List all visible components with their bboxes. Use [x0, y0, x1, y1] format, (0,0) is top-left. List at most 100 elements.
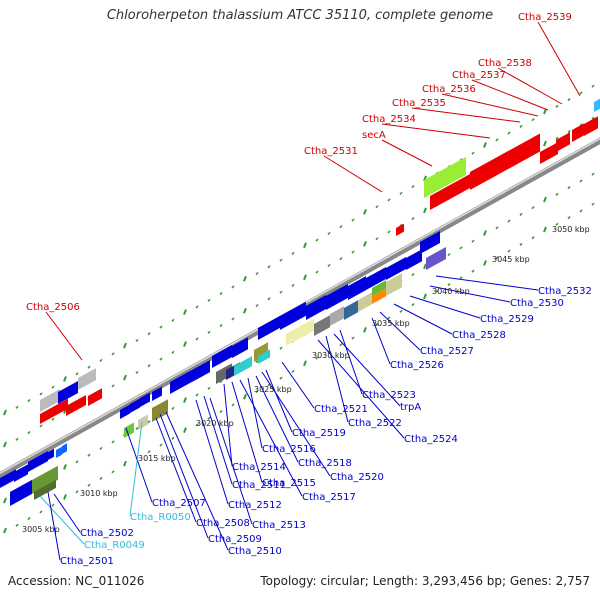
accession-text: Accession: NC_011026: [8, 574, 145, 588]
label-leaders: [39, 21, 581, 561]
gene-feature: [88, 388, 102, 406]
tick-mark: [3, 441, 7, 448]
gene-feature: [58, 381, 78, 404]
tick-mark: [567, 98, 571, 102]
scale-label: 3050 kbp: [552, 225, 590, 234]
tick-mark: [159, 325, 163, 329]
gene-label-lower: Ctha_2517: [302, 492, 356, 503]
gene-feature: [32, 465, 58, 494]
tick-mark: [543, 108, 547, 115]
tick-mark: [63, 376, 67, 382]
gene-label-lower: Ctha_2513: [252, 520, 306, 531]
tick-mark: [375, 205, 379, 209]
tick-mark: [375, 237, 379, 241]
tick-mark: [159, 357, 163, 361]
tick-mark: [447, 252, 451, 257]
tick-mark: [87, 365, 91, 369]
gene-feature: [140, 392, 150, 407]
gene-feature: [28, 451, 48, 472]
tick-mark: [231, 403, 235, 407]
label-leader: [435, 275, 539, 291]
tick-mark: [3, 497, 7, 504]
tick-mark: [459, 276, 463, 280]
gene-label-lower: Ctha_2515: [262, 478, 316, 489]
tick-mark: [555, 136, 559, 140]
tick-mark: [243, 307, 247, 314]
tick-mark: [75, 372, 79, 376]
tick-mark: [591, 116, 595, 120]
tick-mark: [351, 250, 355, 254]
gene-label-lower: Ctha_2514: [232, 462, 286, 473]
label-leader: [239, 379, 303, 497]
gene-feature: [396, 223, 404, 236]
tick-mark: [3, 409, 7, 416]
tick-mark: [207, 386, 211, 390]
tick-mark: [555, 222, 559, 226]
label-leader: [497, 67, 563, 105]
label-leader: [429, 285, 511, 303]
tick-mark: [543, 196, 547, 203]
tick-mark: [387, 230, 391, 234]
gene-feature: [0, 469, 16, 488]
tick-mark: [507, 249, 511, 253]
gene-feature: [258, 315, 280, 340]
tick-mark: [75, 460, 79, 464]
gene-feature: [48, 448, 54, 460]
gene-label-lower: Ctha_2530: [510, 298, 564, 309]
tick-mark: [495, 256, 499, 260]
tick-mark: [531, 118, 535, 122]
gene-feature: [40, 389, 60, 412]
label-leader: [203, 395, 233, 485]
gene-label-lower: Ctha_2524: [404, 434, 458, 445]
gene-label-lower: Ctha_2520: [330, 472, 384, 483]
gene-feature: [426, 247, 446, 270]
tick-mark: [27, 431, 31, 435]
tick-mark: [3, 527, 7, 534]
tick-mark: [315, 270, 319, 274]
gene-feature: [424, 156, 466, 198]
tick-mark: [195, 337, 199, 341]
tick-mark: [579, 91, 583, 95]
scale-label: 3035 kbp: [372, 319, 410, 328]
tick-mark: [27, 399, 31, 403]
tick-mark: [291, 369, 295, 374]
gene-feature: [470, 133, 540, 190]
gene-label-lower: Ctha_2529: [480, 314, 534, 325]
label-leader: [155, 417, 197, 523]
gene-label-lower: Ctha_2518: [298, 458, 352, 469]
tick-mark: [171, 318, 175, 322]
tick-mark: [567, 216, 571, 220]
label-leader: [209, 397, 253, 525]
tick-mark: [255, 303, 259, 308]
gene-labels: 3005 kbp 3010 kbp 3015 kbp 3020 kbp 3025 kbp…: [22, 12, 592, 567]
gene-label-lower: Ctha_2527: [420, 346, 474, 357]
tick-mark: [147, 332, 151, 336]
tick-mark: [39, 424, 43, 428]
tick-mark: [375, 323, 379, 327]
label-leader: [409, 295, 481, 319]
tick-mark: [579, 179, 583, 183]
tick-mark: [123, 460, 127, 467]
gene-label-upper: Ctha_2537: [452, 70, 506, 81]
scale-label: 3040 kbp: [432, 287, 470, 296]
tick-mark: [219, 410, 223, 414]
gene-label-lower: Ctha_R0050: [130, 512, 191, 523]
gene-label-lower: Ctha_2528: [452, 330, 506, 341]
gene-feature: [192, 360, 210, 382]
tick-mark: [135, 370, 139, 374]
label-leader: [537, 21, 581, 97]
tick-mark: [531, 236, 535, 240]
tick-mark: [99, 446, 103, 451]
gene-features: [0, 98, 600, 506]
label-leader: [281, 361, 315, 409]
tick-mark: [399, 309, 403, 313]
tick-mark: [543, 226, 547, 233]
tick-mark: [111, 470, 115, 474]
gene-label-upper: Ctha_2531: [304, 146, 358, 157]
gene-feature: [254, 342, 268, 362]
tick-mark: [279, 346, 283, 350]
gene-label-lower: Ctha_2501: [60, 556, 114, 567]
gene-label-lower: Ctha_2526: [390, 360, 444, 371]
tick-mark: [411, 303, 415, 307]
